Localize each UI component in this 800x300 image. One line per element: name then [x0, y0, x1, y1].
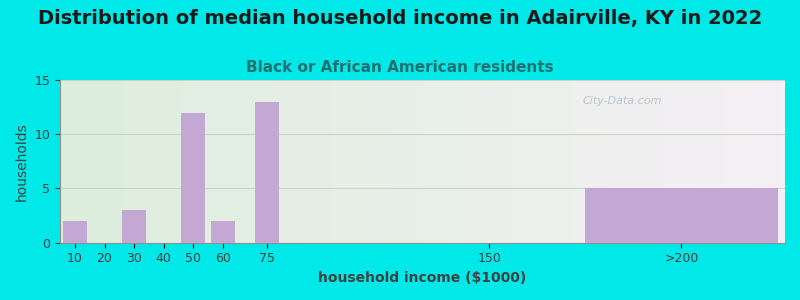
X-axis label: household income ($1000): household income ($1000) [318, 271, 526, 285]
Text: Black or African American residents: Black or African American residents [246, 60, 554, 75]
Text: City-Data.com: City-Data.com [582, 96, 662, 106]
Bar [586, 188, 778, 243]
Bar [63, 221, 86, 243]
Bar [255, 102, 279, 243]
Bar [122, 210, 146, 243]
Bar [182, 112, 205, 243]
Y-axis label: households: households [15, 122, 29, 201]
Text: Distribution of median household income in Adairville, KY in 2022: Distribution of median household income … [38, 9, 762, 28]
Bar [211, 221, 234, 243]
